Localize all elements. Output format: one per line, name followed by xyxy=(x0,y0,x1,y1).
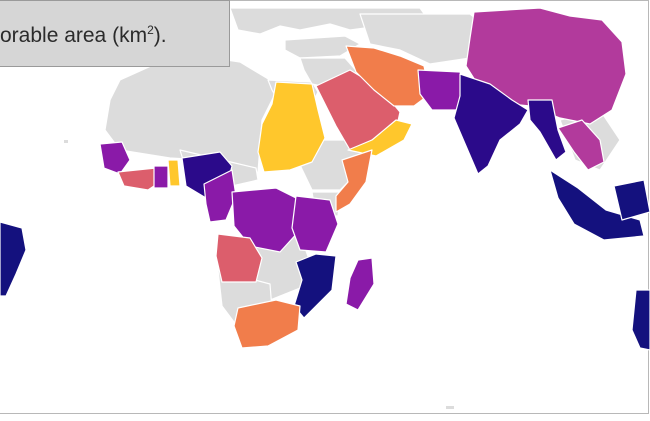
island-speck-2 xyxy=(64,140,68,143)
region-cote-ivoire xyxy=(153,165,169,189)
region-thailand xyxy=(557,119,605,171)
map-caption: orable area (km2). xyxy=(0,23,167,48)
caption-text-after: ). xyxy=(153,24,167,47)
caption-superscript: 2 xyxy=(147,23,154,37)
region-australia xyxy=(631,289,650,351)
region-somalia xyxy=(335,149,373,213)
region-sudan xyxy=(257,81,326,173)
region-indonesia xyxy=(549,169,645,241)
region-south-africa xyxy=(233,299,301,349)
island-speck xyxy=(446,406,454,409)
region-mozambique xyxy=(293,253,337,319)
caption-box: orable area (km2). xyxy=(0,0,230,67)
region-cameroon xyxy=(203,169,237,223)
region-madagascar xyxy=(345,257,375,311)
region-drc xyxy=(231,187,301,253)
region-iran xyxy=(345,45,431,107)
region-yemen xyxy=(347,119,413,157)
region-angola xyxy=(215,233,263,283)
region-tanzania xyxy=(291,195,339,253)
region-indonesia-east xyxy=(613,179,650,221)
region-togo xyxy=(167,159,181,187)
region-guinea xyxy=(99,141,131,175)
region-brazil xyxy=(0,221,27,297)
region-india xyxy=(453,73,529,175)
turkey-land xyxy=(284,35,361,59)
caption-text-before: orable area (km xyxy=(0,24,148,47)
region-myanmar xyxy=(527,99,567,161)
